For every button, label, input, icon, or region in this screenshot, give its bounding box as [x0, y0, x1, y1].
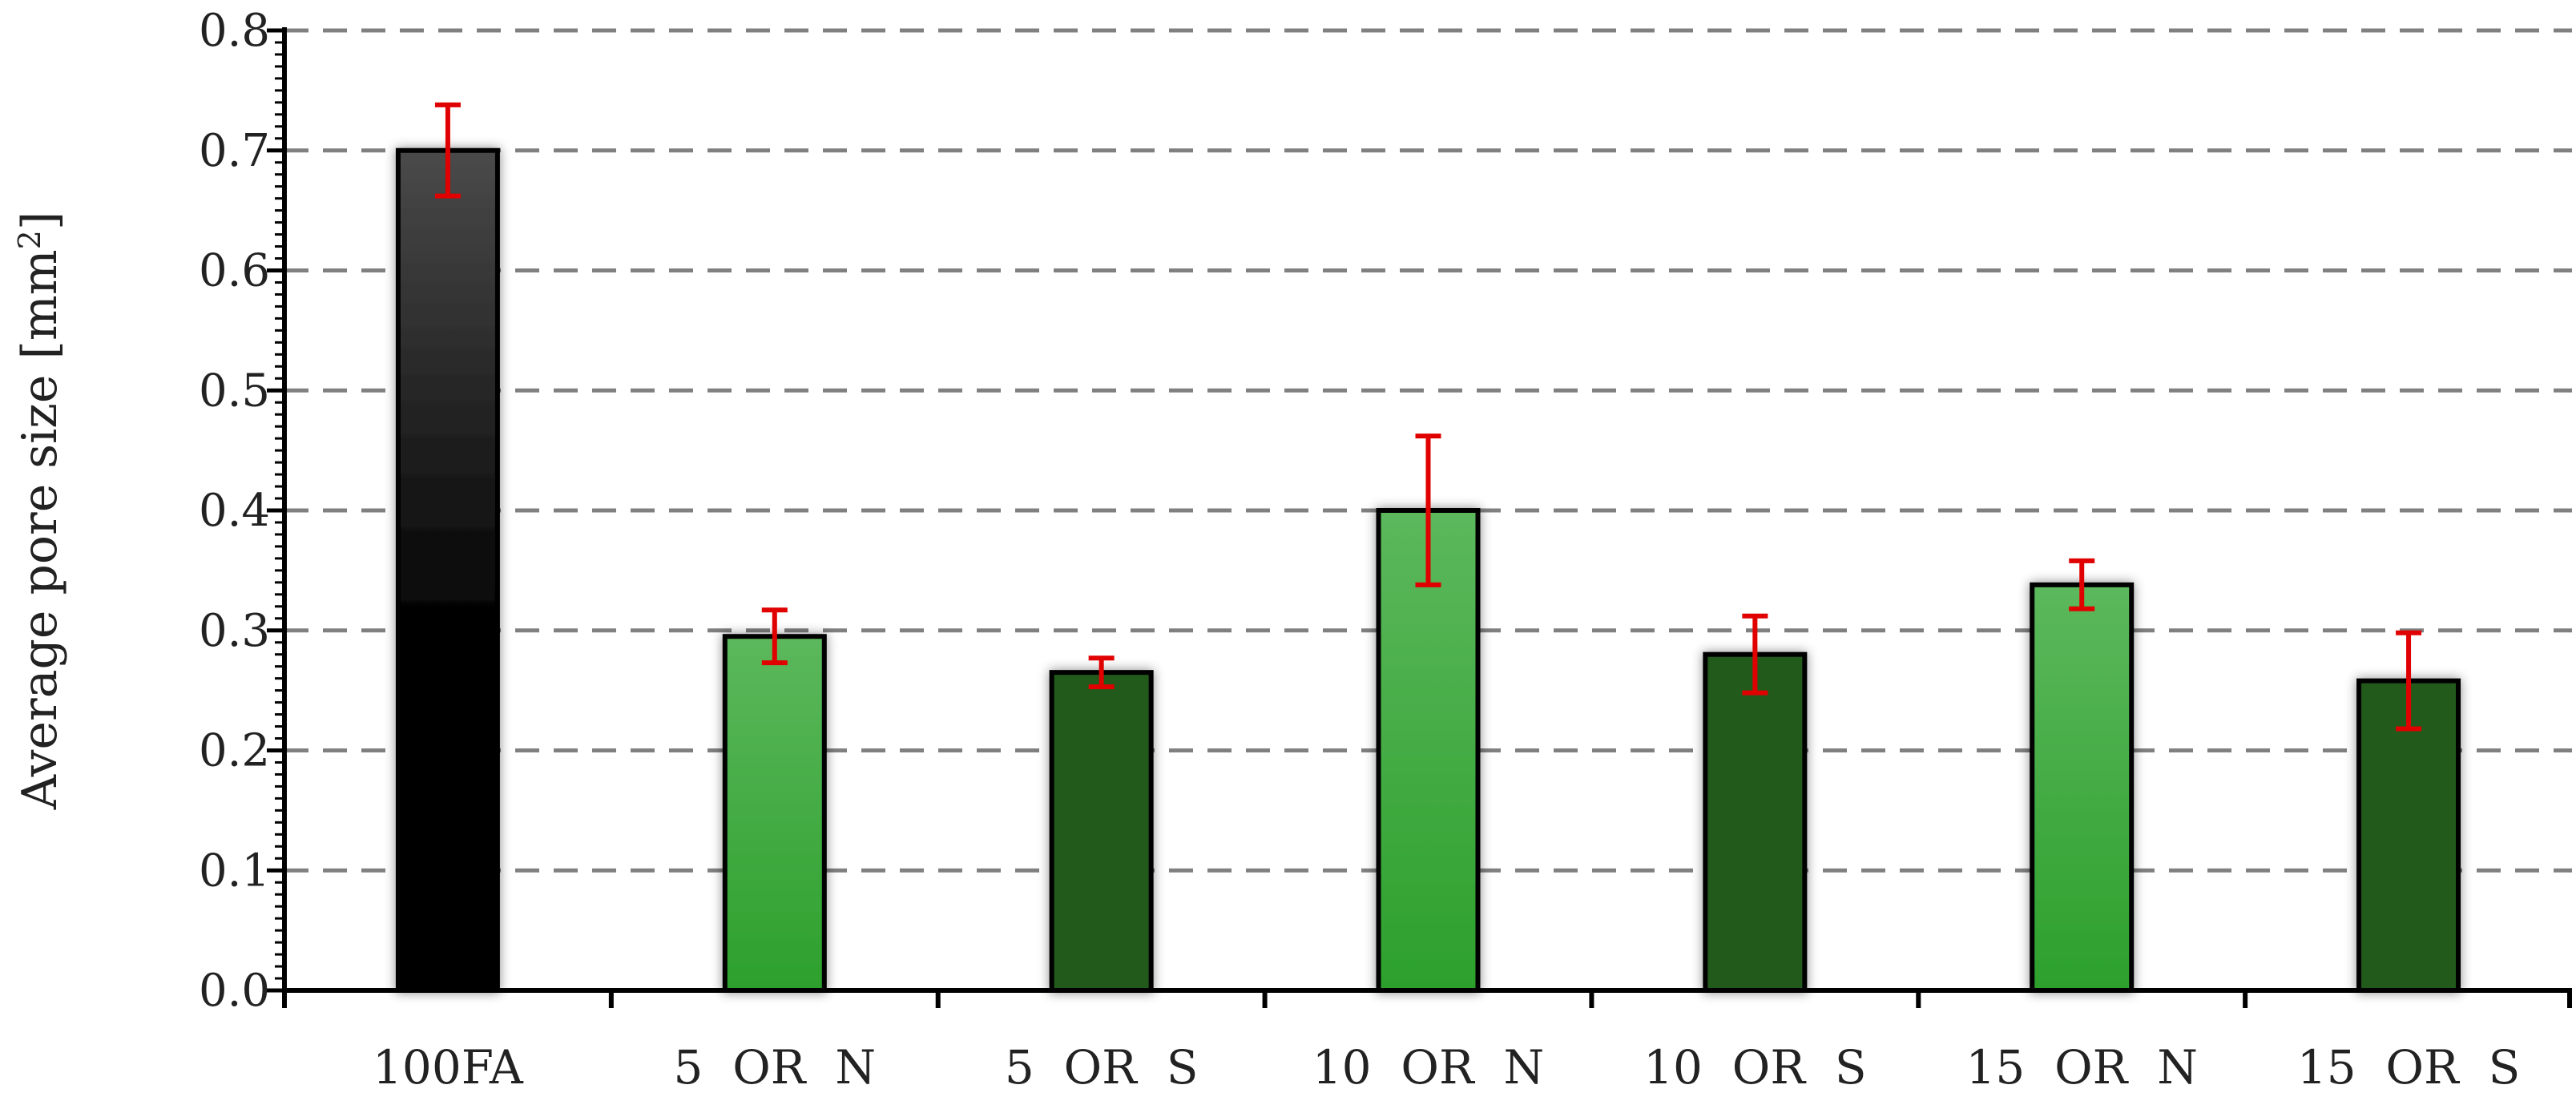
bar-5 [1703, 651, 1808, 993]
y-axis-title-main: Average pore size [mm [12, 249, 68, 810]
y-axis-title-suffix: ] [12, 212, 68, 230]
x-category-label: 5 OR N [673, 1040, 876, 1095]
y-tick-label: 0.8 [199, 5, 270, 57]
y-axis-title: Average pore size [mm2] [12, 212, 68, 811]
bar-2 [722, 634, 827, 993]
y-tick-label: 0.0 [199, 965, 270, 1017]
gridlines [284, 28, 2572, 873]
y-tick-label: 0.6 [199, 245, 270, 297]
y-axis-title-superscript: 2 [12, 230, 47, 249]
y-tick-label: 0.4 [199, 485, 270, 537]
y-tick-label: 0.1 [199, 845, 270, 897]
x-category-label: 5 OR S [1005, 1040, 1199, 1095]
x-category-label: 15 OR S [2297, 1040, 2521, 1095]
x-category-label: 100FA [373, 1040, 524, 1095]
bars [395, 147, 2461, 994]
bar-1 [395, 147, 500, 993]
axes [267, 27, 2572, 1008]
y-tick-label: 0.3 [199, 605, 270, 657]
bar-6 [2030, 582, 2135, 993]
bar-4 [1376, 508, 1481, 993]
x-category-label: 15 OR N [1965, 1040, 2198, 1095]
y-tick-label: 0.5 [199, 365, 270, 417]
bar-3 [1049, 670, 1154, 993]
x-category-label: 10 OR N [1312, 1040, 1545, 1095]
y-tick-label: 0.7 [199, 125, 270, 177]
bar-7 [2356, 678, 2461, 994]
x-category-label: 10 OR S [1643, 1040, 1867, 1095]
y-tick-label: 0.2 [199, 725, 270, 777]
labels: 0.0 0.1 0.2 0.3 0.4 0.5 0.6 0.7 0.8 100FA 5 OR N 5 … [12, 5, 2520, 1095]
error-bars [434, 102, 2422, 732]
